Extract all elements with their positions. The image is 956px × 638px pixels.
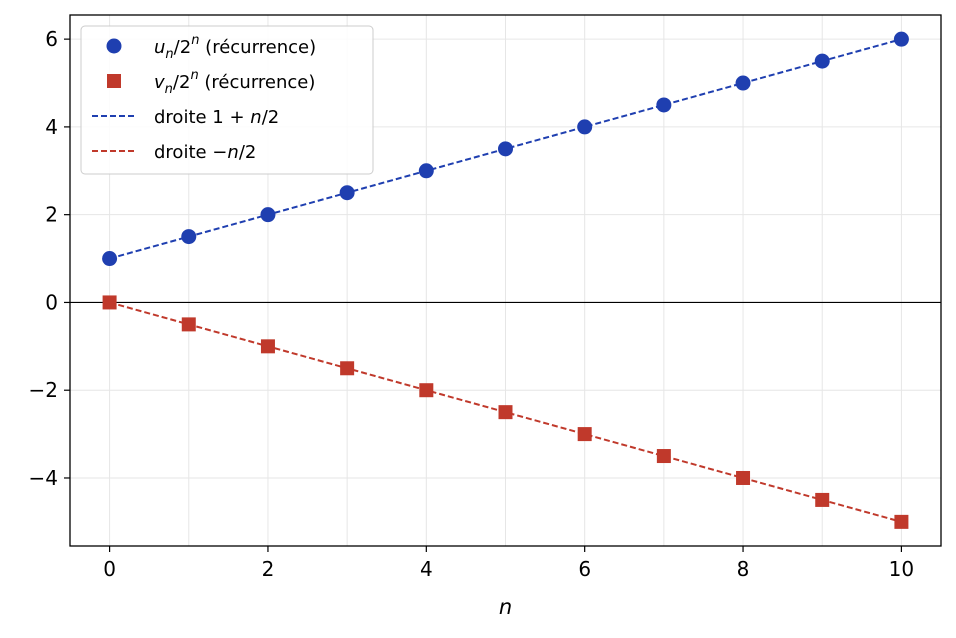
data-point [181,229,197,245]
ticks: 0 2 4 6 8 10 6 4 2 0 −2 −4 [29,27,915,581]
x-tick-label: 8 [737,557,750,581]
x-tick-label: 10 [889,557,914,581]
data-point [102,295,117,310]
data-point [893,31,909,47]
y-tick-label: −4 [29,466,58,490]
data-point [260,339,275,354]
x-tick-label: 6 [578,557,591,581]
data-point [498,141,513,157]
legend: un/2n (récurrence) vn/2n (récurrence) droi… [80,25,374,175]
data-point [102,251,118,267]
data-point [656,97,672,113]
x-tick-label: 2 [262,557,275,581]
plot-frame [69,14,942,547]
x-tick-label: 0 [103,557,116,581]
legend-label: vn/2n (récurrence) [154,68,315,97]
legend-box [80,25,374,175]
data-point [815,492,830,507]
data-point [814,53,830,69]
data-point [419,383,434,398]
y-tick-label: 6 [45,27,58,51]
data-point [736,470,751,485]
x-axis-label: n [499,595,512,619]
data-point [339,185,355,201]
data-point [577,427,592,442]
data-point [498,405,513,420]
x-tick-label: 4 [420,557,433,581]
data-point [181,317,196,332]
data-point [418,163,434,179]
data-point [260,207,276,223]
data-point [577,119,593,135]
data-point [340,361,355,376]
y-tick-label: 0 [45,290,58,314]
y-tick-label: 4 [45,115,58,139]
legend-label: un/2n (récurrence) [154,33,316,62]
legend-marker [107,74,121,88]
legend-label: droite −n/2 [154,142,256,163]
data-point [894,514,909,529]
series-layer [102,31,909,529]
data-point [735,75,751,91]
legend-marker [106,38,122,54]
y-tick-label: −2 [29,378,58,402]
y-tick-label: 2 [45,203,58,227]
data-point [656,449,671,464]
legend-label: droite 1 + n/2 [154,107,279,128]
